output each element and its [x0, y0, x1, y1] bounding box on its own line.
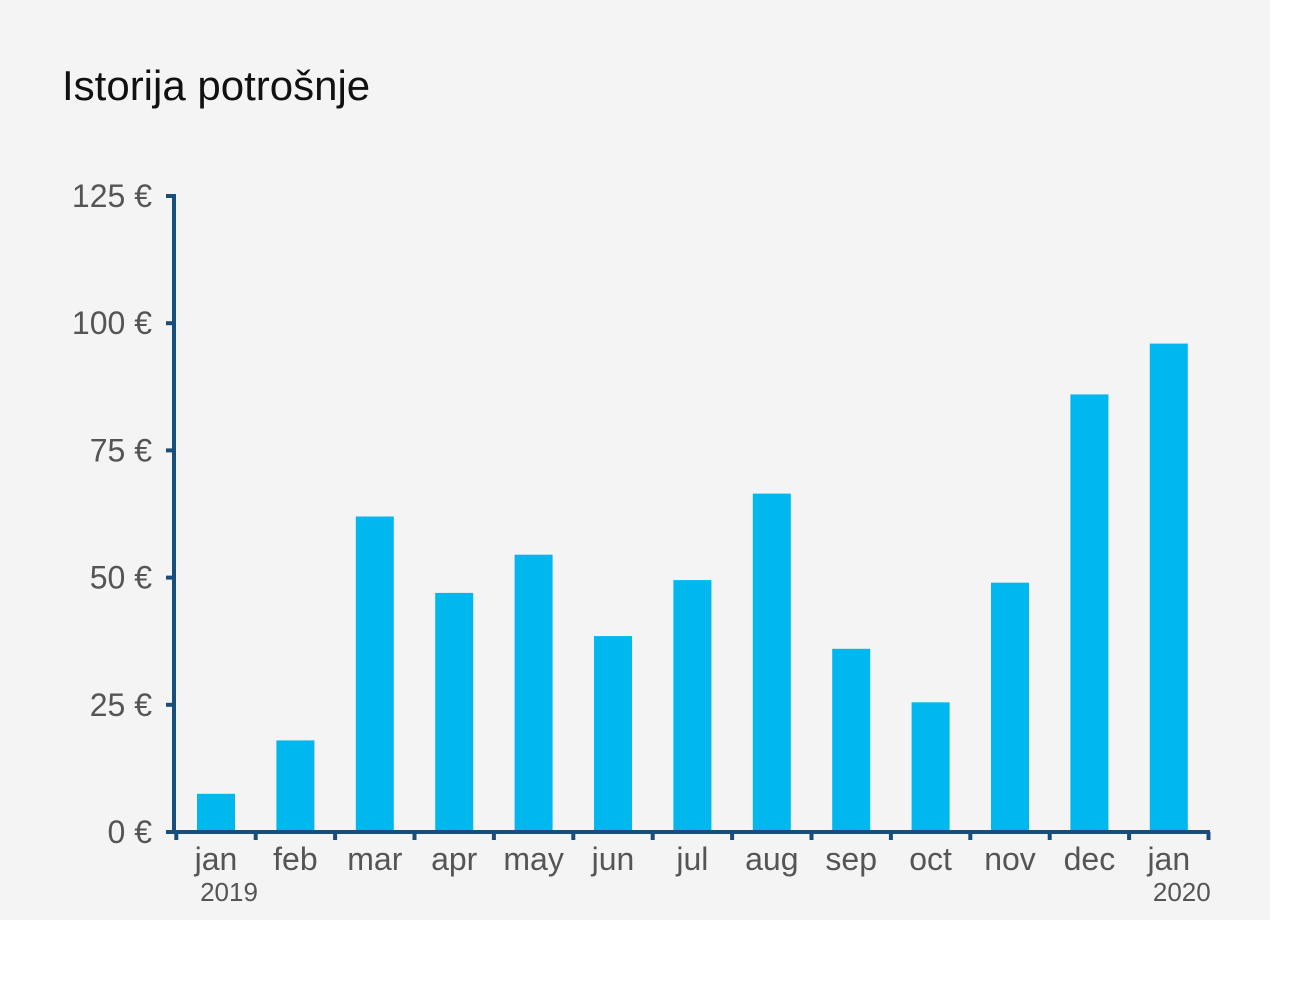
- bars-group: [197, 343, 1188, 832]
- x-tick-label-1: feb: [273, 841, 317, 877]
- y-tick-label-0: 0 €: [108, 814, 153, 850]
- x-tick-label-10: nov: [984, 841, 1036, 877]
- x-tick-label-7: aug: [745, 841, 798, 877]
- x-year-label-12: 2020: [1153, 877, 1211, 907]
- bar-1: [276, 740, 315, 832]
- bar-9: [911, 702, 950, 832]
- x-tick-label-3: apr: [431, 841, 478, 877]
- x-tick-label-6: jul: [675, 841, 708, 877]
- bar-6: [673, 580, 712, 832]
- x-tick-label-0: jan: [194, 841, 238, 877]
- y-tick-label-4: 100 €: [72, 305, 152, 341]
- x-tick-label-11: dec: [1064, 841, 1116, 877]
- y-tick-label-1: 25 €: [90, 687, 152, 723]
- bar-11: [1070, 394, 1109, 832]
- x-year-label-0: 2019: [200, 877, 258, 907]
- bar-7: [752, 493, 791, 832]
- x-tick-label-5: jun: [591, 841, 635, 877]
- bar-10: [991, 582, 1029, 832]
- chart-title: Istorija potrošnje: [62, 62, 371, 109]
- chart-card: Istorija potrošnje: [0, 0, 1270, 920]
- bar-8: [832, 648, 871, 832]
- labels-group: 0 €25 €50 €75 €100 €125 €jan feb mar apr may…: [72, 178, 1211, 907]
- x-tick-label-8: sep: [825, 841, 877, 877]
- bar-5: [594, 636, 632, 832]
- x-tick-label-4: may: [503, 841, 563, 877]
- y-tick-label-3: 75 €: [90, 432, 152, 468]
- bar-0: [197, 793, 235, 832]
- x-tick-label-9: oct: [909, 841, 952, 877]
- bar-4: [514, 554, 553, 832]
- y-tick-label-2: 50 €: [90, 560, 152, 596]
- y-tick-label-5: 125 €: [72, 178, 152, 214]
- axes-group: [166, 194, 1211, 840]
- x-tick-label-2: mar: [347, 841, 402, 877]
- bar-3: [435, 592, 474, 832]
- x-tick-label-12: jan: [1146, 841, 1190, 877]
- bar-2: [355, 516, 394, 832]
- bar-12: [1149, 343, 1188, 832]
